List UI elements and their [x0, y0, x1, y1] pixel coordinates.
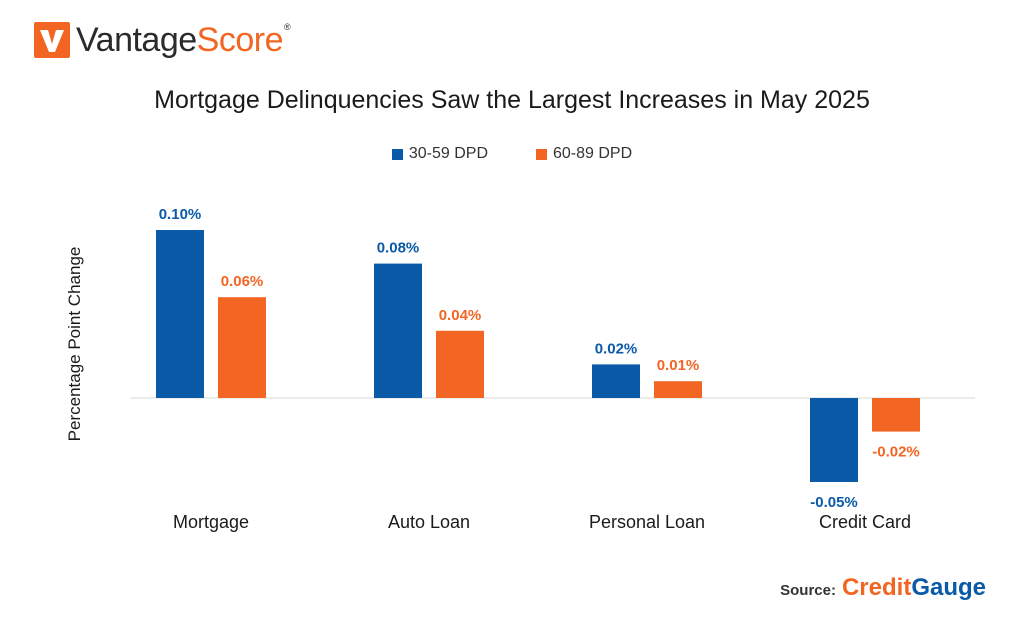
category-labels-group: Mortgage Auto Loan Personal Loan Credit Car… [173, 512, 911, 532]
bar-auto-loan-60-89-dpd [436, 330, 484, 398]
vantagescore-mark-icon [34, 22, 70, 58]
category-label-credit-card: Credit Card [819, 512, 911, 532]
category-label-personal-loan: Personal Loan [589, 512, 705, 532]
chart-title: Mortgage Delinquencies Saw the Largest I… [154, 86, 870, 114]
value-label-auto-loan-30-59-dpd: 0.08% [377, 240, 420, 257]
bar-credit-card-60-89-dpd [872, 398, 920, 432]
bar-personal-loan-60-89-dpd [654, 381, 702, 398]
vantagescore-logo: VantageScore® [34, 21, 291, 59]
creditgauge-text-credit: Credit [841, 574, 912, 601]
bars-group [156, 230, 920, 482]
source-label: Source: [780, 582, 836, 599]
value-label-credit-card-30-59-dpd: -0.05% [810, 494, 858, 511]
chart-legend: 30-59 DPD 60-89 DPD [0, 145, 1024, 163]
logo-wordmark: VantageScore® [76, 21, 291, 59]
bar-mortgage-30-59-dpd [156, 230, 204, 398]
legend-item-60-89: 60-89 DPD [536, 145, 632, 163]
value-label-mortgage-30-59-dpd: 0.10% [159, 206, 202, 223]
creditgauge-logo: CreditGauge [842, 574, 986, 602]
legend-label-60-89: 60-89 DPD [553, 145, 633, 162]
category-label-auto-loan: Auto Loan [388, 512, 470, 532]
logo-text-vantage: Vantage [76, 21, 197, 59]
bar-mortgage-60-89-dpd [218, 297, 266, 398]
legend-swatch-30-59 [391, 148, 403, 160]
source-credit: Source: CreditGauge [780, 574, 986, 602]
value-label-mortgage-60-89-dpd: 0.06% [221, 273, 264, 290]
logo-trademark: ® [283, 22, 291, 32]
legend-label-30-59: 30-59 DPD [408, 145, 488, 162]
value-label-personal-loan-60-89-dpd: 0.01% [657, 357, 700, 374]
value-label-personal-loan-30-59-dpd: 0.02% [595, 340, 638, 357]
logo-text-score: Score [196, 21, 284, 59]
value-label-auto-loan-60-89-dpd: 0.04% [439, 307, 482, 324]
creditgauge-text-gauge: Gauge [911, 574, 986, 601]
legend-swatch-60-89 [536, 148, 547, 160]
bar-auto-loan-30-59-dpd [374, 263, 422, 398]
bar-personal-loan-30-59-dpd [592, 364, 640, 398]
category-label-mortgage: Mortgage [173, 512, 249, 532]
bar-credit-card-30-59-dpd [810, 398, 858, 482]
value-labels-group: 0.10% 0.06% 0.08% 0.04% 0.02% 0.01% -0.05% -0.0… [159, 206, 920, 511]
legend-item-30-59: 30-59 DPD [391, 145, 488, 163]
value-label-credit-card-60-89-dpd: -0.02% [872, 444, 920, 461]
y-axis-label: Percentage Point Change [65, 247, 84, 442]
